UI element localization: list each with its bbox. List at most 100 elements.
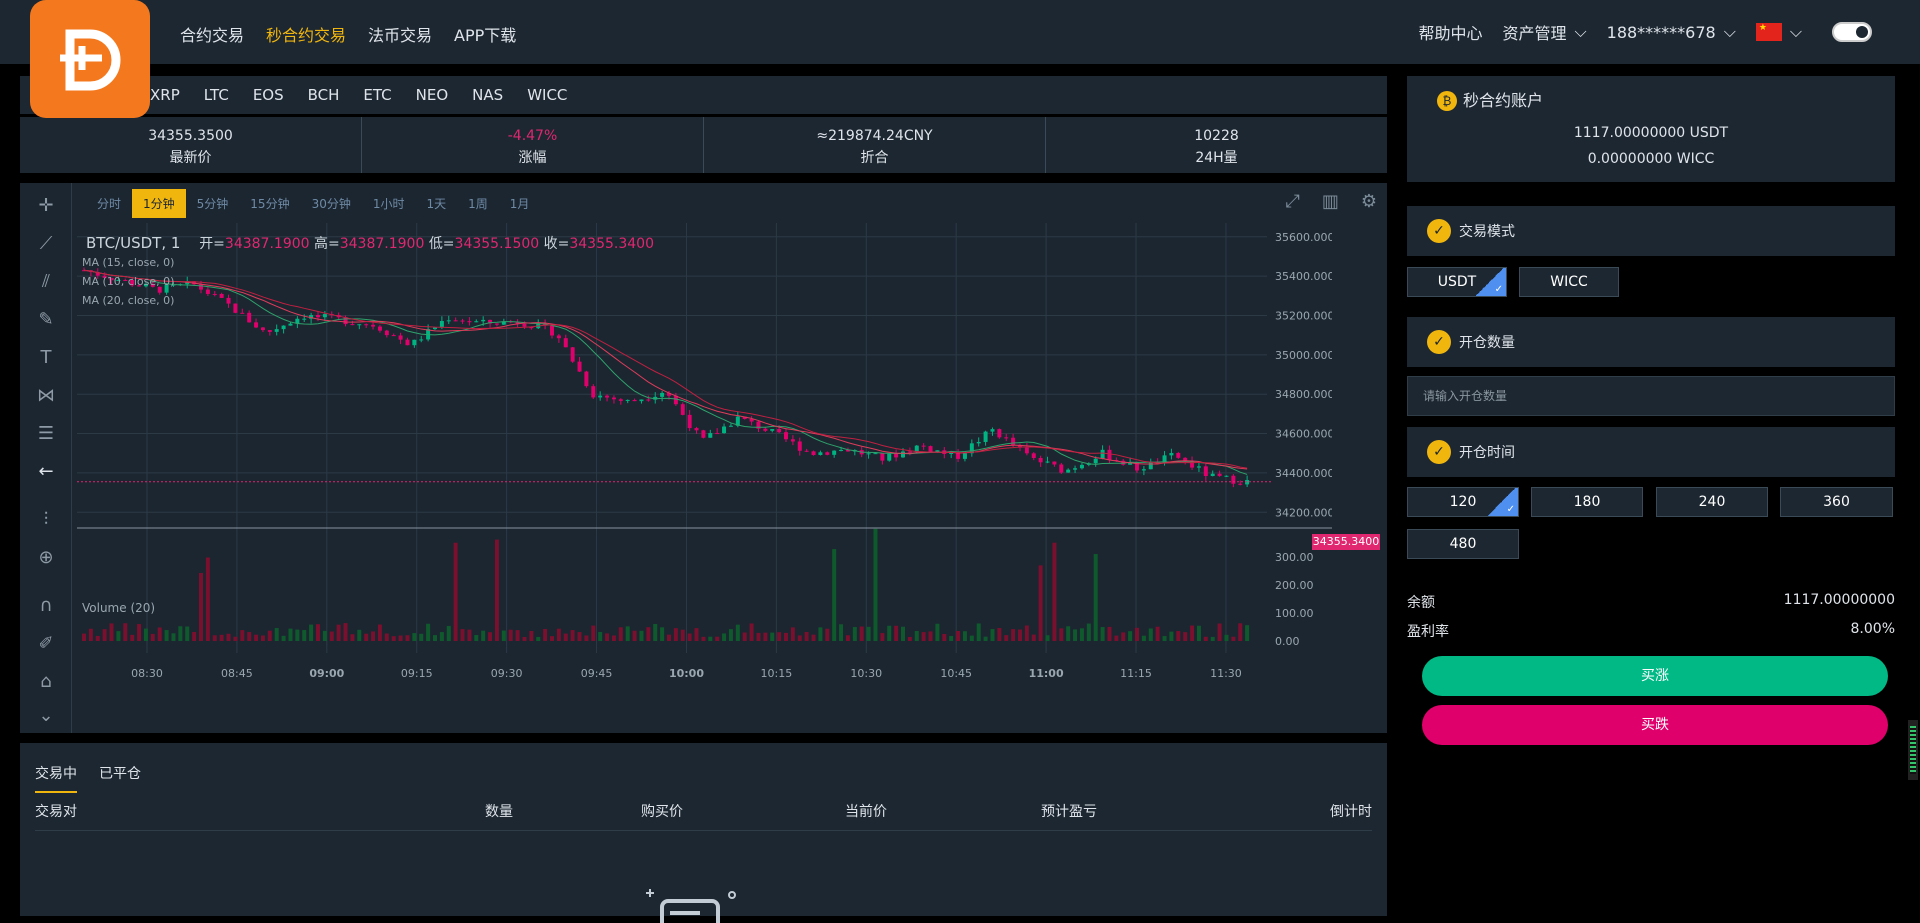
volume-bar [873, 528, 878, 641]
candle-body [990, 429, 995, 432]
timeframe-tab[interactable]: 5分钟 [196, 197, 229, 211]
candle-body [433, 327, 437, 330]
timeframe-tab[interactable]: 1天 [426, 197, 447, 211]
zoom-icon[interactable]: ⊕ [38, 547, 54, 568]
volume-bar [226, 633, 231, 641]
ma-line [83, 269, 1248, 470]
volume-bar [205, 557, 210, 641]
fib-icon[interactable]: ⫽ [41, 271, 51, 292]
volume-bar [398, 635, 403, 641]
volume-bar [811, 634, 816, 641]
volume-bar [997, 628, 1002, 641]
logo[interactable] [30, 0, 150, 118]
scrollbar[interactable] [1908, 720, 1918, 780]
candle-body [1162, 455, 1167, 464]
lock-drawing-icon[interactable]: ✐ [38, 633, 54, 654]
timeframe-tab[interactable]: 15分钟 [250, 197, 290, 211]
pattern-icon[interactable]: ⋈ [37, 385, 55, 406]
volume-bar [1162, 636, 1167, 641]
candle-body [1245, 480, 1250, 485]
trendline-icon[interactable]: ⟋ [39, 233, 53, 254]
coin-tab[interactable]: BCH [307, 86, 340, 104]
volume-bar [116, 631, 121, 641]
volume-bar [1011, 629, 1016, 641]
assets-menu[interactable]: 资产管理 ⌵ [1502, 20, 1586, 44]
language-menu[interactable]: ⌵ [1755, 22, 1802, 42]
candle-body [377, 326, 382, 331]
theme-toggle[interactable] [1832, 22, 1872, 42]
candle-body [811, 451, 816, 455]
volume-bar [82, 633, 86, 641]
coin-tab[interactable]: ETC [363, 86, 392, 104]
coin-tab[interactable]: EOS [252, 86, 284, 104]
crosshair-icon[interactable]: ✛ [38, 195, 54, 216]
time-480-button[interactable]: 480 [1407, 529, 1519, 559]
candle-body [708, 433, 713, 438]
menu-app[interactable]: APP下载 [454, 26, 517, 45]
volume-bar [543, 629, 548, 641]
menu-fiat[interactable]: 法币交易 [368, 26, 433, 45]
time-180-button[interactable]: 180 [1531, 487, 1643, 517]
help-link[interactable]: 帮助中心 [1418, 20, 1482, 44]
menu-contract[interactable]: 合约交易 [180, 26, 245, 45]
volume-bar [178, 626, 183, 641]
volume-bar [1114, 635, 1119, 641]
indicator-icon[interactable]: ⫶ [43, 509, 49, 530]
candle-body [1141, 469, 1146, 471]
settings-icon[interactable]: ⚙ [1360, 191, 1377, 212]
brush-icon[interactable]: ✎ [38, 309, 54, 330]
candle-body [818, 452, 823, 455]
candlestick-chart[interactable]: 35600.0000 35400.0000 35200.0000 35000.0000… [77, 223, 1332, 713]
volume-bar [646, 627, 651, 641]
timeframe-tabs: 分时 1分钟 5分钟 15分钟 30分钟 1小时 1天 1周 1月 [86, 189, 540, 218]
candle-body [501, 321, 506, 325]
buy-up-button[interactable]: 买涨 [1422, 656, 1888, 696]
user-menu[interactable]: 188******678 ⌵ [1607, 22, 1736, 42]
tab-closed[interactable]: 已平仓 [99, 766, 141, 782]
coin-tab[interactable]: NAS [472, 86, 504, 104]
time-tick: 10:45 [940, 667, 972, 680]
text-icon[interactable]: T [40, 347, 52, 368]
tab-trading[interactable]: 交易中 [35, 763, 77, 793]
volume-bar [1196, 625, 1201, 641]
coin-tab[interactable]: LTC [203, 86, 229, 104]
candle-body [1169, 453, 1174, 456]
timeframe-tab[interactable]: 1分钟 [132, 189, 186, 218]
candle-body [701, 430, 706, 438]
lock-icon[interactable]: ⌂ [40, 671, 52, 692]
time-120-button[interactable]: 120 [1407, 487, 1519, 517]
fullscreen-icon[interactable]: ⤢ [1285, 191, 1300, 212]
candle-body [570, 347, 575, 362]
menu-second-contract[interactable]: 秒合约交易 [266, 26, 347, 45]
mode-usdt-button[interactable]: USDT [1407, 267, 1507, 297]
coin-tab[interactable]: WICC [527, 86, 568, 104]
coin-tab[interactable]: XRP [150, 86, 180, 104]
timeframe-tab[interactable]: 1周 [468, 197, 488, 211]
quantity-input[interactable]: 请输入开仓数量 [1407, 376, 1895, 416]
volume-bar [1135, 627, 1139, 641]
timeframe-tab[interactable]: 30分钟 [311, 197, 351, 211]
chevron-down-icon[interactable]: ⌄ [38, 705, 54, 726]
candle-body [591, 386, 596, 398]
candle-body [102, 275, 107, 278]
magnet-icon[interactable]: ∩ [39, 595, 53, 616]
timeframe-tab[interactable]: 1小时 [372, 197, 405, 211]
buy-down-button[interactable]: 买跌 [1422, 705, 1888, 745]
coin-tab[interactable]: NEO [415, 86, 449, 104]
candle-body [1231, 475, 1236, 484]
timeframe-tab[interactable]: 1月 [509, 197, 530, 211]
chart-type-icon[interactable]: ▥ [1321, 191, 1339, 212]
back-icon[interactable]: ← [38, 461, 54, 482]
volume-bar [639, 630, 644, 641]
candle-body [983, 431, 988, 442]
help-label: 帮助中心 [1418, 24, 1483, 43]
measure-icon[interactable]: ☰ [37, 423, 55, 444]
volume-bar [515, 630, 520, 641]
timeframe-tab[interactable]: 分时 [97, 197, 122, 211]
volume-bar [845, 635, 850, 641]
mode-wicc-button[interactable]: WICC [1519, 267, 1619, 297]
time-360-button[interactable]: 360 [1780, 487, 1893, 517]
volume-bar [1169, 631, 1174, 641]
time-240-button[interactable]: 240 [1656, 487, 1768, 517]
volume-bar [1217, 623, 1222, 641]
